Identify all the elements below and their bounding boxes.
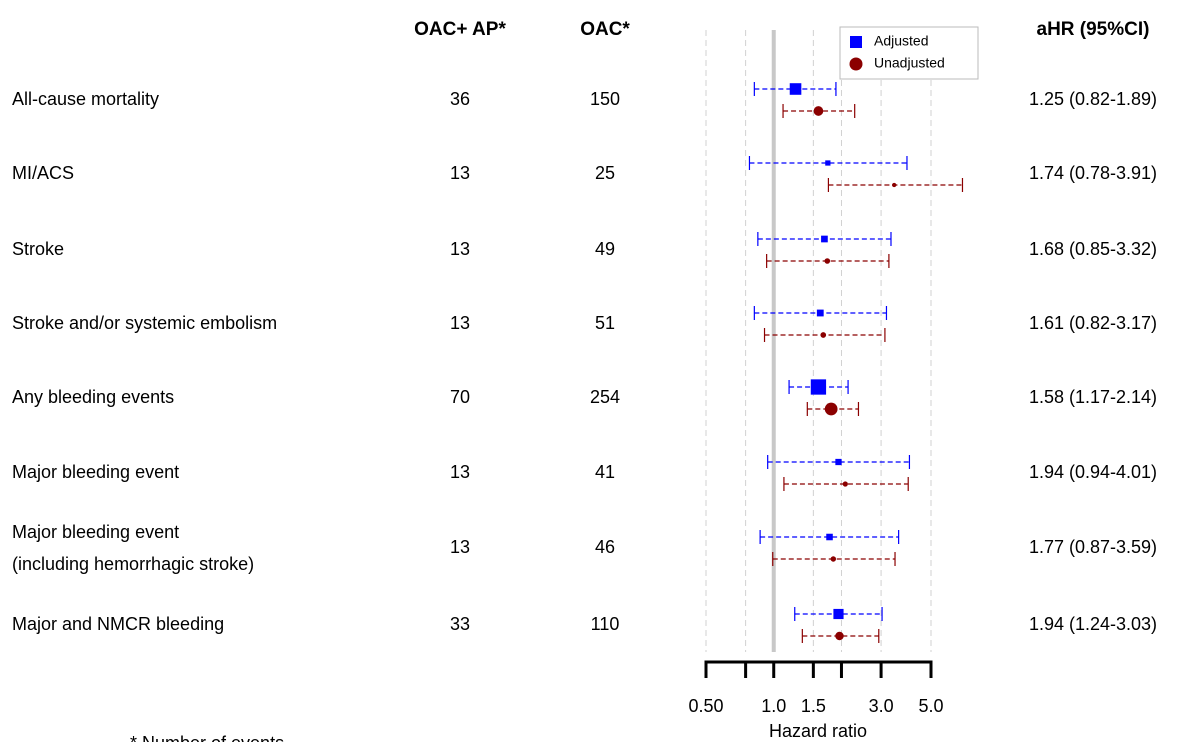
error-bar (783, 477, 909, 491)
row-label: Major and NMCR bleeding (12, 614, 224, 634)
legend-label: Unadjusted (874, 55, 945, 71)
x-tick-label: 3.0 (869, 696, 894, 716)
point (835, 458, 842, 466)
count: 25 (595, 163, 615, 183)
count: 70 (450, 387, 470, 407)
row-label: All-cause mortality (12, 89, 159, 109)
row-label: Major bleeding event (12, 462, 179, 482)
error-bar (766, 254, 890, 268)
estimate-label: 1.58 (1.17-2.14) (1029, 387, 1157, 407)
point (810, 379, 827, 395)
point (830, 556, 837, 562)
point (833, 608, 844, 620)
estimate-label: 1.68 (0.85-3.32) (1029, 239, 1157, 259)
count: 13 (450, 163, 470, 183)
error-bar (788, 380, 849, 394)
count: 13 (450, 537, 470, 557)
point (824, 402, 838, 416)
error-bar (772, 552, 896, 566)
row-label: Stroke (12, 239, 64, 259)
x-tick-label: 5.0 (918, 696, 943, 716)
x-tick-label: 1.5 (801, 696, 826, 716)
point (826, 533, 833, 541)
count: 110 (591, 614, 620, 634)
count: 13 (450, 462, 470, 482)
estimate-label: 1.94 (0.94-4.01) (1029, 462, 1157, 482)
estimate-label: 1.94 (1.24-3.03) (1029, 614, 1157, 634)
point (891, 182, 897, 188)
point (789, 83, 802, 95)
point (821, 235, 828, 243)
count: 46 (595, 537, 615, 557)
column-header: OAC* (580, 19, 630, 40)
point (816, 309, 824, 317)
estimate-label: 1.74 (0.78-3.91) (1029, 163, 1157, 183)
legend-marker (849, 57, 863, 71)
count: 13 (450, 313, 470, 333)
count: 49 (595, 239, 615, 259)
legend: Adjusted Unadjusted (839, 26, 979, 80)
legend-box (839, 26, 979, 80)
count: 33 (450, 614, 470, 634)
x-tick-label: 1.0 (761, 696, 786, 716)
point (813, 106, 824, 116)
point (825, 160, 831, 166)
count: 36 (450, 89, 470, 109)
column-header: aHR (95%CI) (1037, 19, 1150, 40)
x-tick-label: 0.50 (688, 696, 723, 716)
row-label: Major bleeding event (12, 522, 179, 542)
footnote: * Number of events (130, 733, 284, 742)
estimate-label: 1.77 (0.87-3.59) (1029, 537, 1157, 557)
count: 41 (595, 462, 615, 482)
point (835, 631, 844, 641)
estimate-label: 1.61 (0.82-3.17) (1029, 313, 1157, 333)
point (842, 481, 848, 487)
count: 254 (590, 387, 620, 407)
point (824, 258, 831, 264)
row-label: Stroke and/or systemic embolism (12, 313, 277, 333)
row-label: MI/ACS (12, 163, 74, 183)
row-label: (including hemorrhagic stroke) (12, 554, 254, 574)
column-header: OAC+ AP* (414, 19, 506, 40)
error-bar (801, 629, 880, 643)
legend-label: Adjusted (874, 33, 928, 49)
error-bar (748, 156, 908, 170)
count: 13 (450, 239, 470, 259)
row-label: Any bleeding events (12, 387, 174, 407)
error-bar (767, 455, 911, 469)
point (820, 332, 827, 338)
count: 51 (595, 313, 615, 333)
x-axis-label: Hazard ratio (769, 721, 867, 741)
count: 150 (590, 89, 620, 109)
legend-marker (850, 36, 862, 48)
error-bar (759, 530, 900, 544)
estimate-label: 1.25 (0.82-1.89) (1029, 89, 1157, 109)
